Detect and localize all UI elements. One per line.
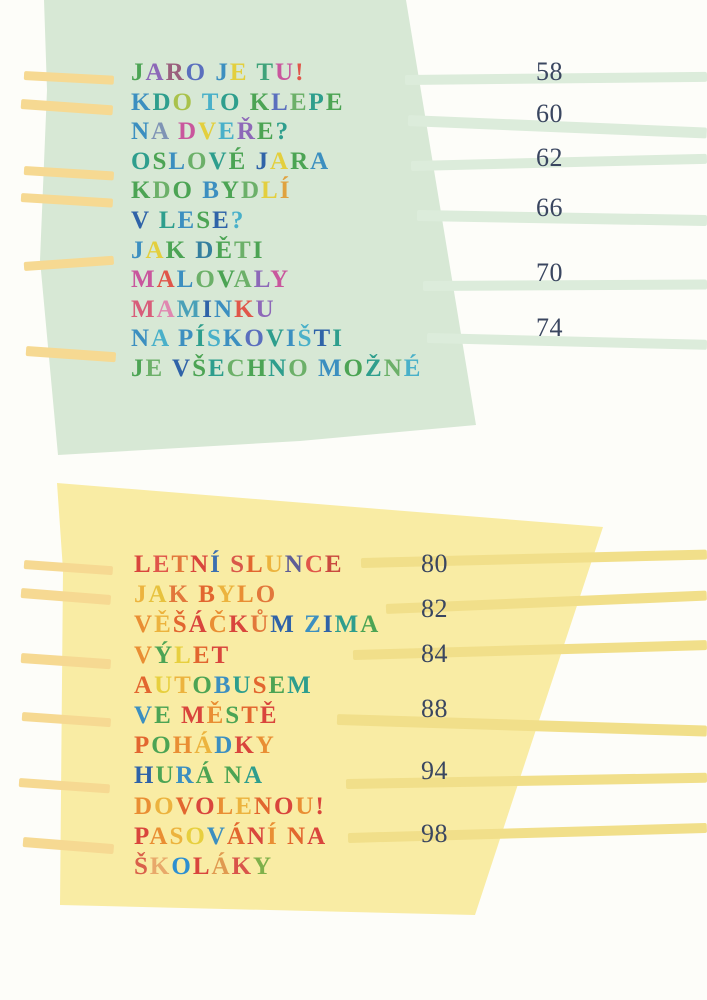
toc-title-line: V LESE? (131, 206, 246, 234)
toc-title-line: MALOVALY (131, 266, 291, 294)
page-number: 88 (421, 694, 448, 723)
toc-title-line: VE MĚSTĚ (134, 702, 279, 730)
toc-title-line: MAMINKU (131, 295, 276, 323)
toc-title-line: OSLOVÉ JARA (131, 147, 331, 175)
toc-title-line: KDO TO KLEPE (131, 88, 345, 116)
toc-title-line: PASOVÁNÍ NA (134, 822, 328, 850)
page-number: 82 (421, 594, 448, 623)
page-number: 94 (421, 756, 448, 785)
summer-titles-list: LETNÍ SLUNCE JAK BYLO VĚŠÁČKŮM ZIMA VÝLET AU… (134, 550, 380, 882)
spring-titles-list: JARO JE TU! KDO TO KLEPE NA DVEŘE? OSLOVÉ J… (131, 58, 422, 384)
page-number: 58 (536, 57, 563, 86)
page-number: 74 (536, 313, 563, 342)
page-number: 98 (421, 819, 448, 848)
toc-title-line: HURÁ NA (134, 762, 265, 790)
toc-title-line: JARO JE TU! (131, 59, 306, 86)
toc-title-line: DOVOLENOU! (134, 792, 326, 820)
toc-title-line: KDO BYDLÍ (131, 177, 292, 205)
page-number: 66 (536, 193, 563, 222)
toc-title-line: LETNÍ SLUNCE (134, 551, 344, 578)
brush-stripe-green-right (426, 333, 707, 350)
page-number: 60 (536, 99, 563, 128)
toc-title-line: VÝLET (134, 641, 231, 669)
toc-title-line: AUTOBUSEM (134, 671, 313, 699)
page-number: 70 (536, 258, 563, 287)
toc-title-line: JE VŠECHNO MOŽNÉ (131, 354, 423, 382)
page-number: 62 (536, 143, 563, 172)
toc-title-line: ŠKOLÁKY (134, 853, 274, 881)
toc-title-line: NA PÍSKOVIŠTI (131, 325, 344, 353)
toc-title-line: JAK BYLO (134, 581, 278, 609)
toc-title-line: VĚŠÁČKŮM ZIMA (134, 611, 381, 639)
toc-title-line: NA DVEŘE? (131, 118, 291, 146)
page-number: 80 (421, 549, 448, 578)
toc-title-line: POHÁDKY (134, 732, 276, 760)
page-number: 84 (421, 639, 448, 668)
toc-title-line: JAK DĚTI (131, 236, 265, 264)
brush-stripe-green-right (422, 279, 707, 291)
